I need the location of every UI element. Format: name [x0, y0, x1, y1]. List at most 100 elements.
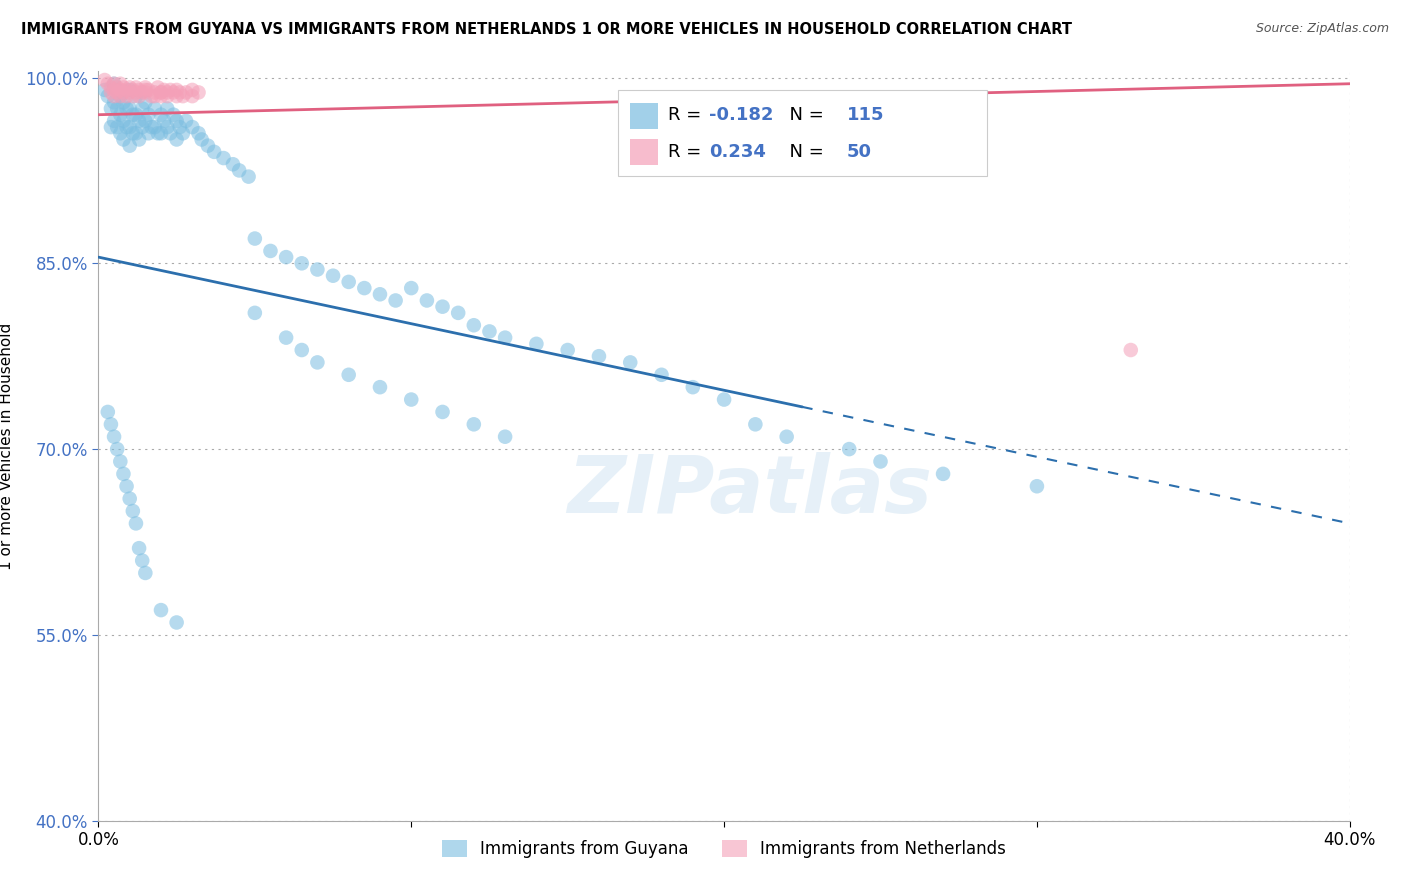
Point [105, 80, 128, 95]
Point [153, 83, 176, 97]
Point [156, 120, 179, 134]
Point [150, 603, 173, 617]
Point [134, 566, 156, 580]
Point [128, 541, 150, 556]
Point [125, 80, 148, 95]
Point [141, 120, 163, 134]
Point [110, 89, 132, 103]
Point [353, 281, 375, 295]
Point [125, 86, 148, 100]
Point [115, 479, 138, 493]
Point [588, 349, 610, 363]
Point [150, 89, 173, 103]
Point [134, 80, 156, 95]
Point [174, 86, 197, 100]
Point [869, 454, 891, 468]
Point [368, 380, 391, 394]
Point [103, 114, 125, 128]
Point [110, 126, 132, 140]
Point [159, 126, 181, 140]
Text: R =: R = [668, 106, 707, 124]
Point [447, 306, 470, 320]
Point [166, 83, 188, 97]
Point [100, 417, 122, 432]
Point [169, 86, 191, 100]
Point [159, 83, 181, 97]
Point [105, 83, 128, 97]
Point [744, 417, 766, 432]
Point [172, 126, 194, 140]
Point [307, 355, 329, 369]
Point [166, 114, 188, 128]
Point [125, 108, 148, 122]
Point [146, 80, 169, 95]
Point [143, 120, 166, 134]
Point [128, 89, 150, 103]
Point [121, 108, 143, 122]
Point [494, 430, 516, 444]
Point [162, 108, 184, 122]
Point [368, 287, 391, 301]
Point [713, 392, 735, 407]
Y-axis label: 1 or more Vehicles in Household: 1 or more Vehicles in Household [0, 322, 14, 570]
Point [118, 80, 141, 95]
Point [115, 89, 138, 103]
Point [181, 83, 204, 97]
Point [97, 405, 120, 419]
Point [150, 108, 173, 122]
Point [156, 102, 179, 116]
Point [100, 80, 122, 95]
Point [222, 157, 245, 171]
Point [243, 306, 266, 320]
Point [138, 83, 160, 97]
Point [103, 89, 125, 103]
Point [93, 83, 115, 97]
Point [118, 102, 141, 116]
Point [259, 244, 281, 258]
Point [118, 83, 141, 97]
Point [166, 132, 188, 146]
Point [307, 262, 329, 277]
Point [128, 114, 150, 128]
Legend: Immigrants from Guyana, Immigrants from Netherlands: Immigrants from Guyana, Immigrants from … [436, 833, 1012, 864]
Point [494, 331, 516, 345]
Bar [630, 103, 658, 129]
Bar [630, 139, 658, 165]
Point [432, 300, 454, 314]
Point [121, 83, 143, 97]
Point [115, 83, 138, 97]
Point [153, 114, 176, 128]
Point [134, 95, 156, 110]
Point [93, 73, 115, 87]
Point [526, 336, 548, 351]
Point [401, 281, 423, 295]
Point [100, 86, 122, 100]
Point [401, 392, 423, 407]
Point [131, 553, 153, 567]
Point [112, 80, 135, 95]
Point [103, 83, 125, 97]
Point [162, 86, 184, 100]
Point [150, 126, 173, 140]
Point [932, 467, 955, 481]
Point [478, 325, 501, 339]
Point [619, 355, 641, 369]
Text: -0.182: -0.182 [709, 106, 773, 124]
Point [112, 467, 135, 481]
Point [172, 89, 194, 103]
Point [228, 163, 250, 178]
Point [121, 504, 143, 518]
Point [166, 615, 188, 630]
Point [274, 331, 298, 345]
Point [337, 275, 360, 289]
Point [291, 343, 314, 357]
Point [274, 250, 298, 264]
Point [105, 102, 128, 116]
Point [238, 169, 260, 184]
Point [118, 120, 141, 134]
Point [650, 368, 672, 382]
Point [138, 126, 160, 140]
Point [118, 138, 141, 153]
Point [138, 108, 160, 122]
Point [125, 89, 148, 103]
